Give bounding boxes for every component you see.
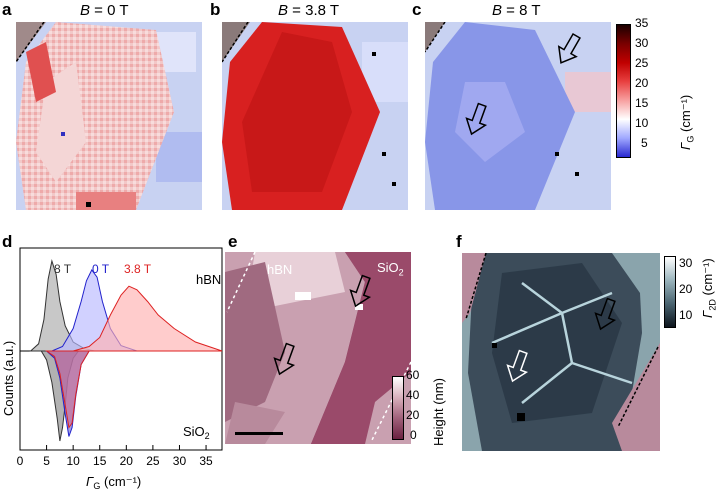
tick-label: 10 — [679, 308, 693, 322]
tick-label: 35 — [635, 16, 649, 30]
panel-label-f: f — [456, 232, 462, 251]
series-area-sio2-5 — [44, 350, 90, 429]
panel-label-c: c — [412, 0, 422, 19]
raman-map-8T-image — [425, 22, 611, 210]
tick-label: 30 — [635, 36, 649, 50]
tick-label: 25 — [635, 56, 649, 70]
label-sio2: SiO2 — [377, 260, 404, 278]
legend-hbn: hBN — [196, 272, 221, 287]
series-label-3p8T: 3.8 T — [124, 262, 152, 276]
tick-label: 20 — [406, 408, 420, 422]
colorbar-gamma-g — [616, 24, 631, 158]
raman-map-3p8T — [222, 22, 408, 210]
histogram-chart: 0 5 10 15 20 25 30 35 hBN SiO2 8 T 0 T 3.8 T Co… — [1, 247, 223, 491]
colorbar-height-ticks: 60 40 20 0 — [406, 368, 426, 444]
panel-label-a: a — [2, 0, 12, 19]
raman-map-8T — [425, 22, 611, 210]
scale-bar — [235, 432, 283, 435]
arrow-icon — [594, 297, 617, 331]
tick-label: 20 — [635, 76, 649, 90]
plot-frame — [19, 247, 223, 451]
raman-map-0T — [16, 22, 202, 210]
raman-2d-width-map — [462, 253, 660, 451]
x-tick-label: 15 — [93, 454, 107, 468]
series-label-0T: 0 T — [92, 262, 110, 276]
arrow-icon — [557, 32, 581, 64]
panel-label-d: d — [2, 232, 13, 251]
tick-label: 40 — [406, 388, 420, 402]
legend-sio2: SiO2 — [183, 424, 210, 441]
tick-label: 60 — [406, 368, 420, 382]
tick-label: 15 — [635, 96, 649, 110]
colorbar-gamma-2d-ticks: 30 20 10 — [679, 256, 701, 336]
series-area-hbn-2 — [73, 285, 223, 352]
raman-2d-width-map-image — [462, 253, 660, 451]
x-tick-label: 5 — [43, 454, 50, 468]
panel-a-field: B = 0 T — [80, 2, 129, 19]
tick-label: 30 — [679, 256, 693, 270]
colorbar-gamma-g-label: ΓG (cm⁻¹) — [678, 94, 696, 150]
arrow-icon — [273, 342, 296, 376]
x-tick-label: 20 — [120, 454, 134, 468]
arrow-icon — [465, 102, 488, 136]
x-tick-label: 35 — [199, 454, 213, 468]
raman-map-0T-image — [16, 22, 202, 210]
colorbar-height-label: Height (nm) — [431, 378, 446, 446]
panel-c-field: B = 8 T — [492, 2, 541, 19]
tick-label: 5 — [641, 136, 648, 150]
colorbar-gamma-2d-label: Γ2D (cm⁻¹) — [700, 258, 718, 318]
series-label-8T: 8 T — [54, 262, 72, 276]
tick-label: 20 — [679, 282, 693, 296]
panel-label-e: e — [228, 232, 238, 251]
y-axis-label: Counts (a.u.) — [1, 341, 16, 416]
afm-height-map: hBN SiO2 — [225, 252, 411, 444]
x-tick-label: 25 — [146, 454, 160, 468]
colorbar-gamma-2d — [664, 256, 676, 328]
raman-map-3p8T-image — [222, 22, 408, 210]
x-tick-label: 0 — [17, 454, 24, 468]
label-hbn: hBN — [267, 262, 293, 277]
panel-b-field: B = 3.8 T — [278, 2, 340, 19]
x-axis-label: ΓG (cm⁻¹) — [86, 474, 141, 491]
arrow-icon — [506, 349, 529, 383]
colorbar-gamma-g-ticks: 35 30 25 20 15 10 5 — [635, 16, 665, 166]
x-tick-label: 30 — [173, 454, 187, 468]
arrow-icon — [349, 274, 372, 308]
tick-label: 10 — [635, 116, 649, 130]
panel-label-b: b — [210, 0, 221, 19]
x-tick-label: 10 — [66, 454, 80, 468]
tick-label: 0 — [410, 428, 417, 442]
colorbar-height — [392, 376, 404, 440]
afm-height-map-image — [225, 252, 411, 444]
